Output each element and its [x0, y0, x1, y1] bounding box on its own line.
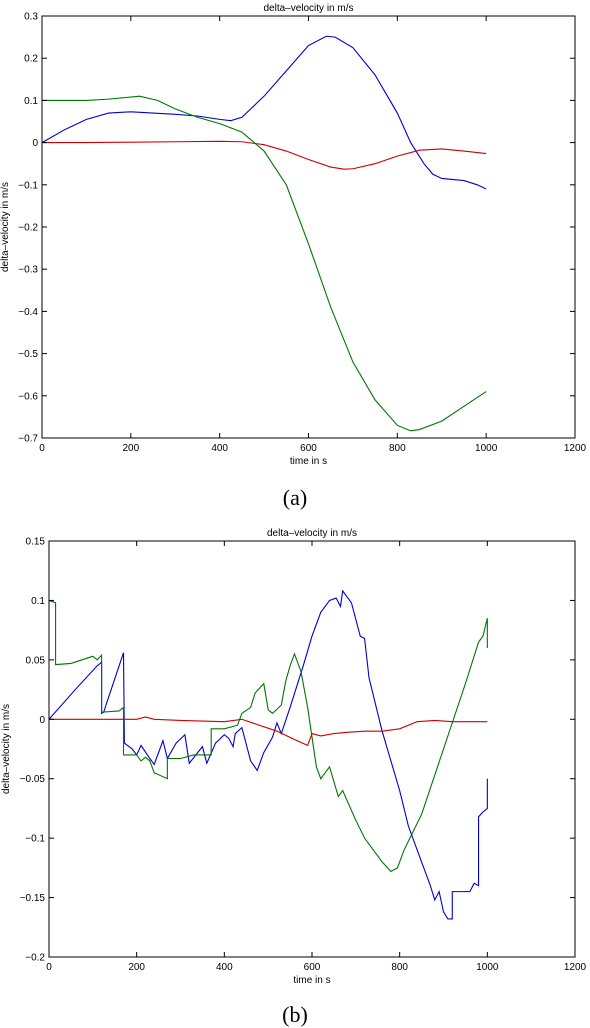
- series-line-3: [42, 140, 487, 170]
- chart-title: delta–velocity in m/s: [263, 3, 353, 14]
- y-tick-label: −0.6: [18, 391, 38, 402]
- x-tick-label: 1000: [475, 443, 498, 454]
- y-tick-label: −0.5: [18, 349, 38, 360]
- chart-panel-a: 0 200 400 600 800 1000 1200 −0.7 −0.6 −0.5 −0.4 −0.…: [0, 3, 587, 467]
- series-line-2: [42, 95, 487, 432]
- y-tick-label: −0.7: [18, 434, 38, 445]
- y-tick-label: −0.3: [18, 265, 38, 276]
- caption-a: (a): [283, 485, 307, 510]
- x-tick-label: 200: [128, 962, 145, 973]
- x-tick-label: 600: [300, 443, 317, 454]
- y-tick-label: 0: [32, 138, 38, 149]
- chart-panel-b: 0 200 400 600 800 1000 1200 −0.2 −0.15 −0.1 −0.05 0…: [1, 528, 587, 986]
- y-tick-label: 0.05: [26, 655, 46, 666]
- chart-title: delta–velocity in m/s: [267, 528, 357, 539]
- y-tick-label: −0.4: [18, 307, 38, 318]
- y-tick-label: 0: [39, 715, 45, 726]
- y-tick-label: −0.1: [25, 834, 45, 845]
- x-tick-label: 400: [211, 443, 228, 454]
- x-tick-label: 600: [304, 962, 321, 973]
- y-tick-label: 0.1: [31, 596, 45, 607]
- series-line-3: [49, 716, 488, 747]
- series-line-1: [48, 589, 488, 920]
- y-tick-label: −0.1: [18, 180, 38, 191]
- plot-frame: [48, 540, 576, 958]
- x-tick-label: 200: [122, 443, 139, 454]
- plot-frame: [41, 15, 576, 439]
- y-tick-label: −0.2: [18, 223, 38, 234]
- y-tick-label: 0.15: [26, 537, 46, 548]
- y-tick-label: −0.2: [25, 953, 45, 964]
- x-tick-label: 0: [46, 962, 52, 973]
- y-tick-label: 0.3: [24, 12, 38, 23]
- series-line-2: [48, 599, 488, 873]
- x-tick-label: 1200: [564, 962, 587, 973]
- x-tick-label: 1200: [564, 443, 587, 454]
- x-axis-label: time in s: [290, 456, 327, 467]
- series-line-1: [41, 35, 487, 190]
- y-tick-label: 0.2: [24, 54, 38, 65]
- x-tick-label: 1000: [476, 962, 499, 973]
- x-tick-label: 400: [216, 962, 233, 973]
- caption-b: (b): [282, 1002, 308, 1027]
- y-axis-label: delta–velocity in m/s: [0, 182, 11, 272]
- y-tick-label: −0.15: [20, 893, 46, 904]
- x-tick-label: 800: [391, 962, 408, 973]
- x-tick-label: 800: [389, 443, 406, 454]
- y-tick-label: 0.1: [24, 96, 38, 107]
- x-tick-label: 0: [39, 443, 45, 454]
- x-axis-label: time in s: [293, 975, 330, 986]
- y-tick-label: −0.05: [20, 774, 46, 785]
- y-axis-label: delta–velocity in m/s: [1, 704, 12, 794]
